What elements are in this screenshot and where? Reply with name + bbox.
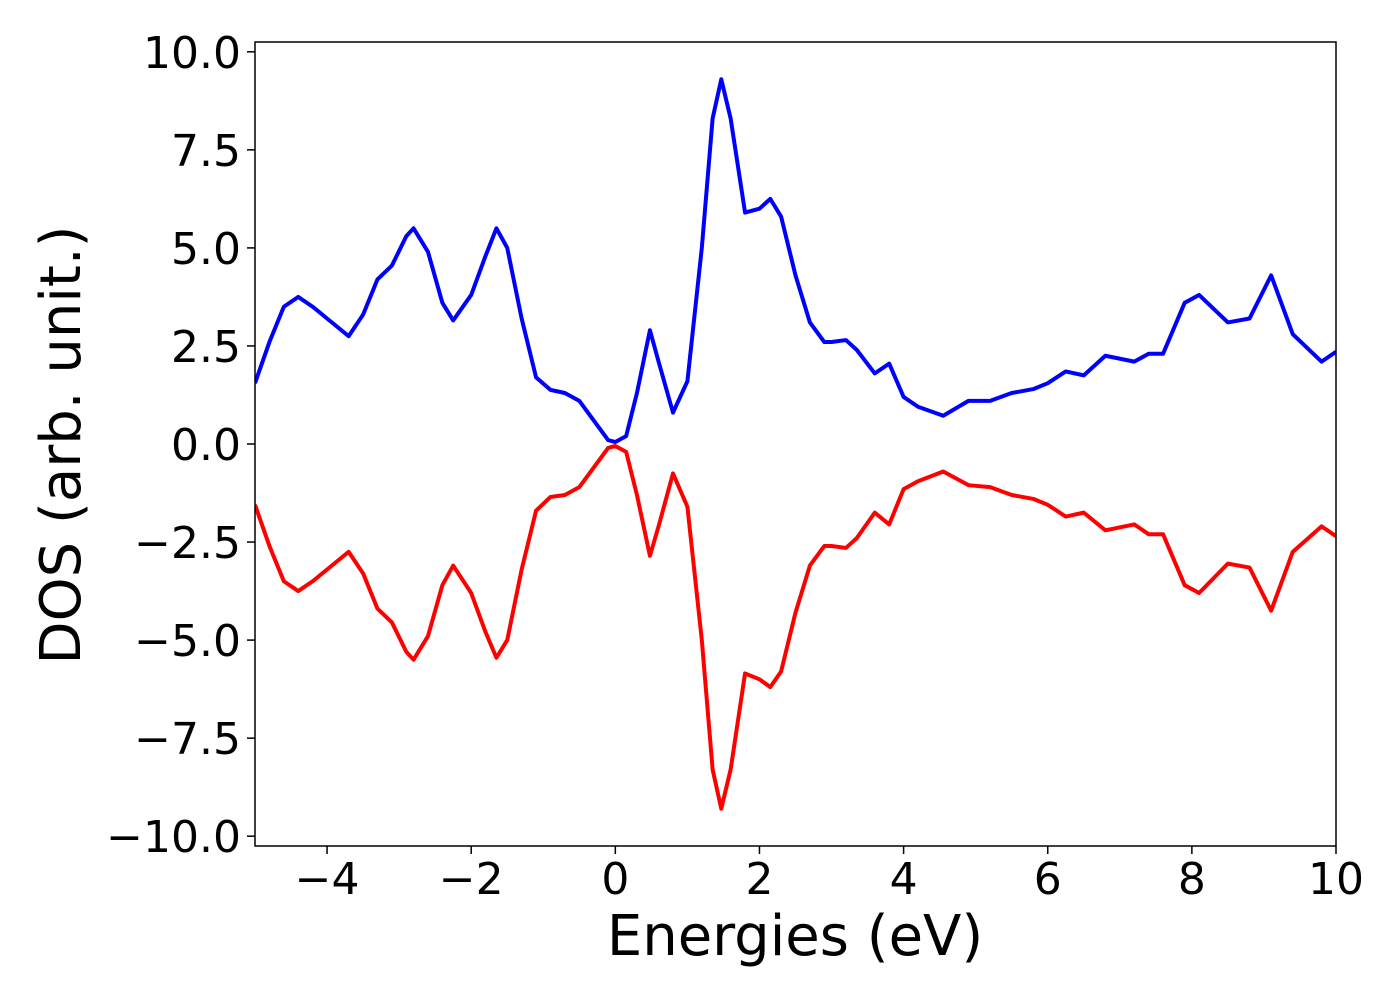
y-axis-label: DOS (arb. unit.) xyxy=(29,225,94,664)
y-tick-label: 5.0 xyxy=(171,224,241,275)
y-tick-label: −5.0 xyxy=(134,616,241,667)
x-axis-label: Energies (eV) xyxy=(607,904,983,969)
y-tick-label: 10.0 xyxy=(143,28,241,79)
x-tick-label: 6 xyxy=(1034,854,1062,905)
y-tick-label: 0.0 xyxy=(171,420,241,471)
x-tick-label: 0 xyxy=(601,854,629,905)
x-tick-label: 4 xyxy=(890,854,918,905)
x-tick-label: 2 xyxy=(745,854,773,905)
x-tick-label: −2 xyxy=(439,854,504,905)
y-tick-label: 2.5 xyxy=(171,322,241,373)
y-tick-label: −10.0 xyxy=(106,812,241,863)
line-series xyxy=(255,77,1336,445)
plot-frame xyxy=(254,41,1337,847)
line-series xyxy=(255,443,1336,811)
y-tick-label: −7.5 xyxy=(134,714,241,765)
x-tick-label: 8 xyxy=(1178,854,1206,905)
y-tick-label: −2.5 xyxy=(134,518,241,569)
x-tick-label: −4 xyxy=(295,854,360,905)
y-tick-label: 7.5 xyxy=(171,126,241,177)
x-tick-label: 10 xyxy=(1308,854,1364,905)
